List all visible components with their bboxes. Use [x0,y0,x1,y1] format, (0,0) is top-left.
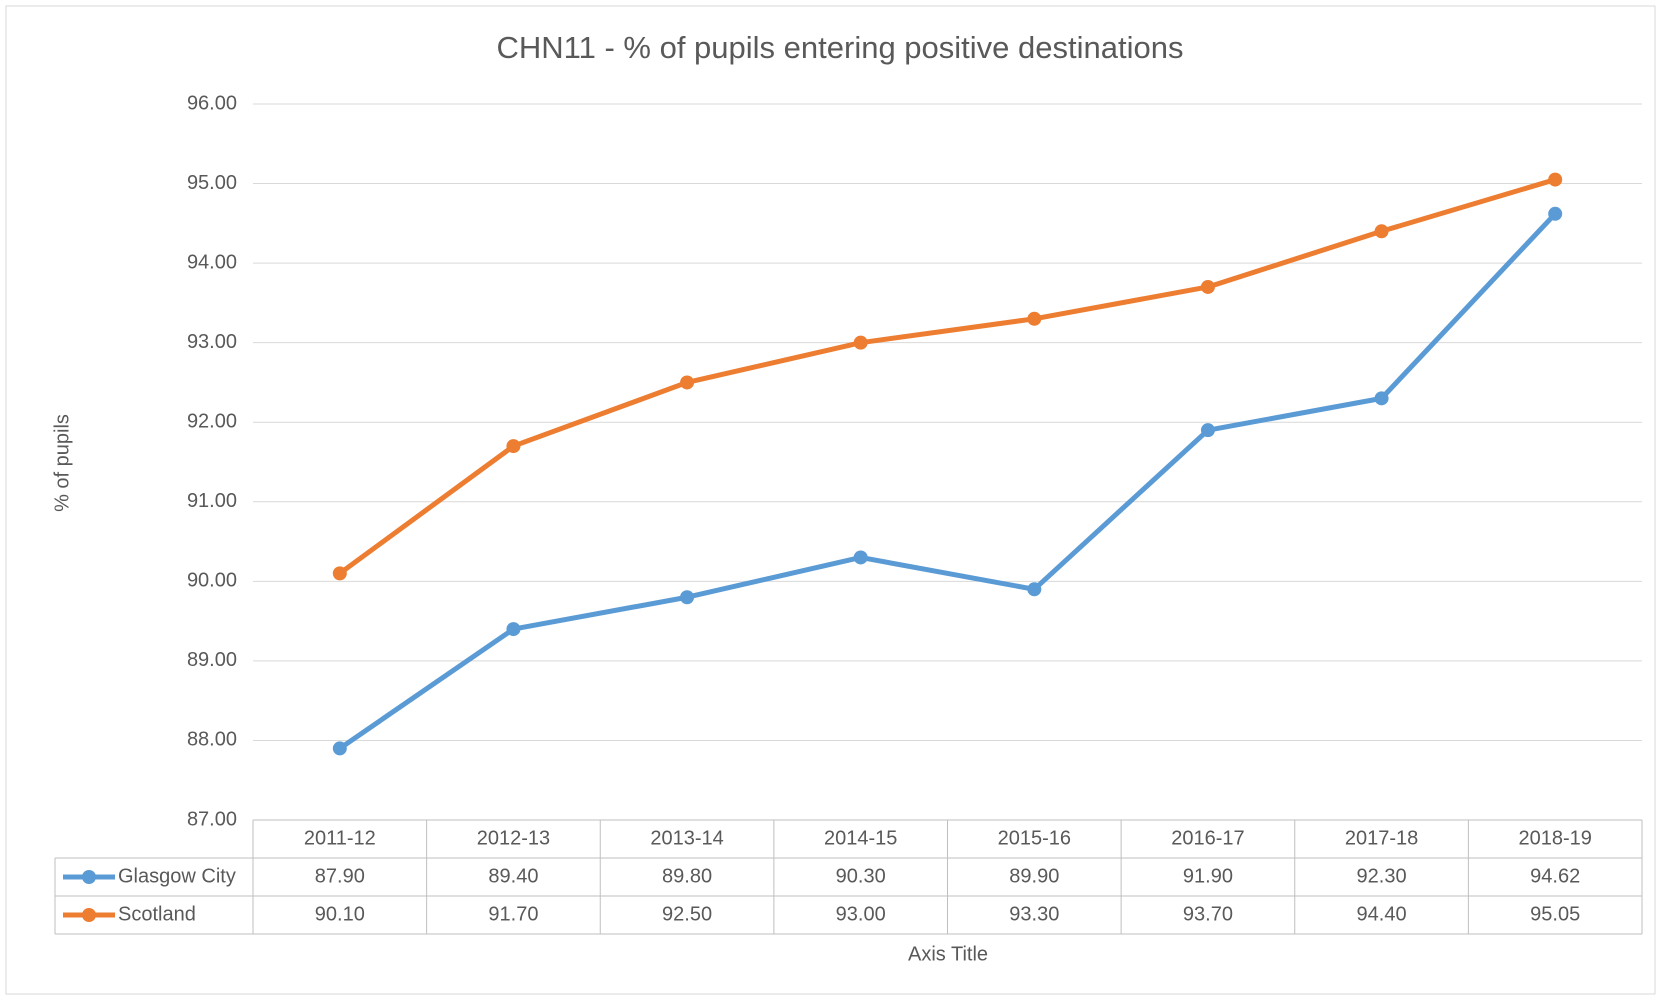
data-point [332,566,347,581]
data-point [1548,206,1563,221]
table-value: 91.90 [1183,865,1233,887]
x-tick-label: 2011-12 [304,827,376,849]
table-value: 90.30 [836,865,886,887]
table-value: 89.40 [488,865,538,887]
x-tick-label: 2014-15 [824,827,897,849]
data-point [680,590,695,605]
data-point [853,335,868,350]
data-point [1374,224,1389,239]
table-value: 91.70 [488,903,538,925]
x-axis-title: Axis Title [908,943,988,965]
y-tick-label: 94.00 [187,251,237,273]
data-point [853,550,868,565]
table-value: 94.62 [1530,865,1580,887]
y-tick-label: 89.00 [187,649,237,671]
chart-title: CHN11 - % of pupils entering positive de… [497,30,1184,65]
legend-label: Scotland [118,903,196,925]
y-tick-label: 90.00 [187,570,237,592]
y-tick-label: 96.00 [187,92,237,114]
y-tick-label: 91.00 [187,490,237,512]
legend-marker [82,908,96,922]
x-tick-label: 2017-18 [1345,827,1418,849]
data-point [506,622,521,637]
y-tick-label: 92.00 [187,411,237,433]
data-point [1374,391,1389,406]
table-value: 89.80 [662,865,712,887]
data-point [332,741,347,756]
y-tick-label: 93.00 [187,331,237,353]
table-value: 92.30 [1357,865,1407,887]
legend-label: Glasgow City [118,865,236,887]
table-value: 93.70 [1183,903,1233,925]
table-value: 93.30 [1009,903,1059,925]
data-point [1200,279,1215,294]
data-point [680,375,695,390]
table-value: 92.50 [662,903,712,925]
y-tick-label: 88.00 [187,729,237,751]
data-point [506,439,521,454]
table-value: 90.10 [315,903,365,925]
table-value: 93.00 [836,903,886,925]
x-tick-label: 2012-13 [477,827,550,849]
y-tick-label: 95.00 [187,172,237,194]
legend-marker [82,870,96,884]
table-value: 87.90 [315,865,365,887]
table-value: 89.90 [1009,865,1059,887]
x-tick-label: 2013-14 [650,827,723,849]
data-point [1027,311,1042,326]
y-tick-label: 87.00 [187,808,237,830]
x-tick-label: 2016-17 [1171,827,1244,849]
x-tick-label: 2018-19 [1518,827,1591,849]
data-point [1027,582,1042,597]
y-axis-title: % of pupils [51,414,73,512]
chart-frame [5,5,1656,995]
x-tick-label: 2015-16 [998,827,1071,849]
series-line [338,177,1556,576]
data-point [1548,172,1563,187]
series-line [338,212,1558,751]
table-value: 95.05 [1530,903,1580,925]
table-value: 94.40 [1357,903,1407,925]
data-point [1200,423,1215,438]
